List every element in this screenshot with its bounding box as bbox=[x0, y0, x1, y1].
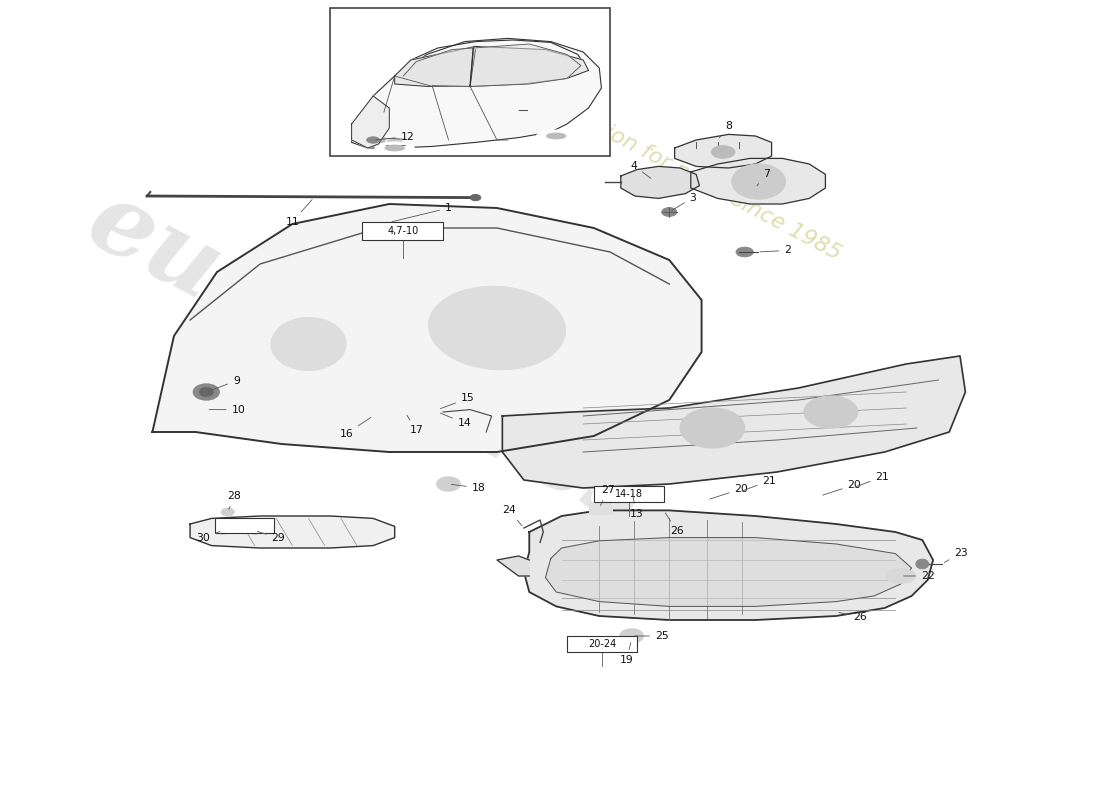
Polygon shape bbox=[352, 96, 389, 148]
Ellipse shape bbox=[547, 133, 565, 139]
Text: 24: 24 bbox=[502, 506, 522, 526]
Ellipse shape bbox=[428, 286, 565, 370]
Text: 21: 21 bbox=[855, 472, 890, 487]
Text: 26: 26 bbox=[839, 612, 867, 622]
Ellipse shape bbox=[385, 145, 405, 151]
Polygon shape bbox=[620, 166, 700, 198]
Text: 13: 13 bbox=[630, 494, 644, 518]
Text: 20: 20 bbox=[823, 480, 861, 495]
Ellipse shape bbox=[886, 569, 916, 583]
Ellipse shape bbox=[680, 408, 745, 448]
Polygon shape bbox=[691, 158, 825, 204]
Polygon shape bbox=[395, 46, 588, 86]
Text: 4,7-10: 4,7-10 bbox=[387, 226, 418, 236]
Text: 8: 8 bbox=[719, 121, 732, 138]
Bar bbox=[330, 8, 610, 156]
Text: 22: 22 bbox=[903, 571, 935, 581]
Bar bbox=[362, 222, 443, 240]
Polygon shape bbox=[473, 44, 581, 86]
Text: 4: 4 bbox=[630, 161, 651, 178]
Ellipse shape bbox=[619, 629, 644, 643]
Text: eurospares: eurospares bbox=[72, 172, 663, 548]
Bar bbox=[214, 518, 274, 533]
Polygon shape bbox=[497, 556, 529, 576]
Text: 10: 10 bbox=[209, 405, 245, 414]
Polygon shape bbox=[524, 510, 933, 620]
Ellipse shape bbox=[194, 384, 219, 400]
Text: 15: 15 bbox=[440, 394, 475, 409]
Polygon shape bbox=[404, 48, 473, 86]
Text: 27: 27 bbox=[601, 486, 615, 506]
Text: 14: 14 bbox=[440, 413, 472, 428]
Text: 25: 25 bbox=[635, 631, 669, 641]
Text: 7: 7 bbox=[757, 169, 770, 186]
Text: 11: 11 bbox=[286, 200, 312, 226]
Polygon shape bbox=[153, 204, 702, 452]
Text: 29: 29 bbox=[257, 531, 285, 543]
Polygon shape bbox=[352, 38, 602, 148]
Text: 28: 28 bbox=[228, 491, 241, 510]
Polygon shape bbox=[503, 356, 966, 488]
Text: 19: 19 bbox=[619, 642, 634, 665]
Text: 20: 20 bbox=[710, 484, 748, 499]
Polygon shape bbox=[546, 538, 912, 606]
Ellipse shape bbox=[361, 134, 385, 146]
Text: 16: 16 bbox=[340, 418, 371, 438]
Ellipse shape bbox=[804, 396, 858, 428]
Text: 17: 17 bbox=[407, 415, 424, 435]
Text: 23: 23 bbox=[944, 548, 968, 562]
Ellipse shape bbox=[217, 526, 228, 534]
Text: 9: 9 bbox=[209, 376, 240, 391]
Ellipse shape bbox=[662, 208, 676, 216]
Ellipse shape bbox=[537, 130, 575, 142]
Bar bbox=[726, 168, 802, 195]
Ellipse shape bbox=[366, 137, 379, 143]
Bar bbox=[566, 636, 637, 652]
Text: 18: 18 bbox=[451, 483, 485, 493]
Ellipse shape bbox=[437, 477, 461, 491]
Text: 3: 3 bbox=[672, 193, 696, 210]
Text: a passion for parts since 1985: a passion for parts since 1985 bbox=[538, 88, 844, 264]
Bar bbox=[588, 502, 613, 514]
Ellipse shape bbox=[387, 138, 403, 146]
Ellipse shape bbox=[736, 247, 754, 257]
Ellipse shape bbox=[916, 559, 928, 569]
Text: 14-18: 14-18 bbox=[615, 489, 642, 498]
Text: 30: 30 bbox=[196, 531, 220, 543]
Ellipse shape bbox=[271, 318, 346, 370]
Ellipse shape bbox=[712, 146, 735, 158]
Text: 21: 21 bbox=[741, 476, 777, 491]
Text: 2: 2 bbox=[760, 246, 791, 255]
Text: 20-24: 20-24 bbox=[587, 639, 616, 649]
Ellipse shape bbox=[375, 142, 414, 154]
Polygon shape bbox=[674, 134, 771, 168]
Ellipse shape bbox=[470, 194, 481, 201]
Ellipse shape bbox=[221, 508, 234, 516]
Ellipse shape bbox=[250, 526, 260, 534]
Text: 26: 26 bbox=[666, 513, 684, 536]
Text: 12: 12 bbox=[376, 132, 415, 142]
Ellipse shape bbox=[732, 164, 785, 199]
Ellipse shape bbox=[199, 387, 213, 396]
Polygon shape bbox=[190, 516, 395, 548]
Text: 1: 1 bbox=[392, 203, 452, 222]
Bar bbox=[594, 486, 664, 502]
